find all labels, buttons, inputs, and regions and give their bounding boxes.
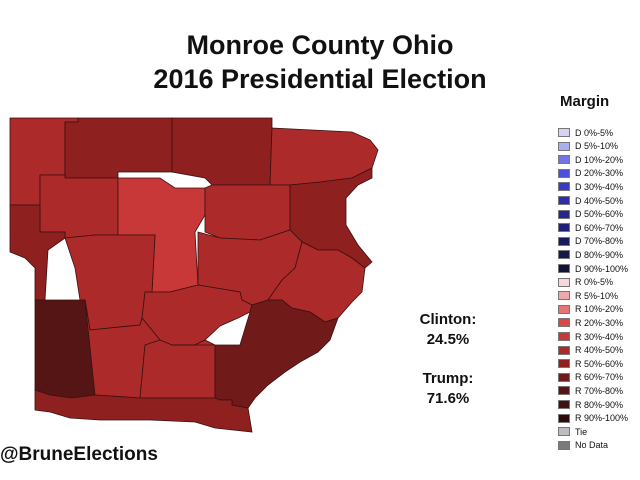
legend-swatch bbox=[558, 141, 570, 151]
township-region bbox=[141, 284, 253, 346]
township-region bbox=[139, 339, 216, 399]
clinton-label: Clinton: bbox=[419, 311, 477, 328]
legend-label: R 50%-60% bbox=[575, 358, 624, 369]
legend-item: R 80%-90% bbox=[558, 398, 623, 411]
legend-swatch bbox=[558, 223, 570, 233]
legend-label: R 40%-50% bbox=[575, 345, 624, 356]
trump-label: Trump: bbox=[422, 370, 474, 387]
legend-label: R 30%-40% bbox=[575, 331, 624, 342]
legend-item: R 40%-50% bbox=[558, 344, 623, 357]
legend-label: D 90%-100% bbox=[575, 263, 629, 274]
legend-item: D 5%-10% bbox=[558, 140, 618, 153]
trump-percent: 71.6% bbox=[426, 390, 470, 407]
legend-label: Tie bbox=[575, 426, 588, 437]
legend-label: R 20%-30% bbox=[575, 317, 624, 328]
legend-item: R 50%-60% bbox=[558, 357, 623, 370]
township-region bbox=[204, 184, 291, 241]
legend-item: R 0%-5% bbox=[558, 276, 613, 289]
legend-swatch bbox=[558, 168, 570, 178]
map-title-line-1: Monroe County Ohio bbox=[186, 30, 454, 60]
legend-item: R 90%-100% bbox=[558, 412, 628, 425]
legend-swatch bbox=[558, 277, 570, 287]
legend-item: D 50%-60% bbox=[558, 208, 623, 221]
legend-label: D 80%-90% bbox=[575, 249, 624, 260]
legend-swatch bbox=[558, 400, 570, 409]
legend-swatch bbox=[558, 128, 570, 137]
legend-item: D 80%-90% bbox=[558, 248, 623, 261]
legend-swatch bbox=[558, 155, 570, 165]
township-region bbox=[34, 299, 96, 399]
legend-label: D 40%-50% bbox=[575, 195, 624, 206]
legend-label: No Data bbox=[575, 440, 609, 451]
legend-item: Tie bbox=[558, 425, 587, 438]
legend-item: No Data bbox=[558, 439, 608, 452]
legend-label: D 20%-30% bbox=[575, 168, 624, 179]
legend-label: R 0%-5% bbox=[575, 277, 614, 288]
legend-title: Margin bbox=[560, 93, 610, 110]
legend-item: D 0%-5% bbox=[558, 126, 613, 139]
legend-label: D 50%-60% bbox=[575, 209, 624, 220]
township-region bbox=[34, 389, 253, 433]
legend-item: D 90%-100% bbox=[558, 262, 628, 275]
legend-label: R 10%-20% bbox=[575, 304, 624, 315]
legend-item: R 20%-30% bbox=[558, 316, 623, 329]
legend-swatch bbox=[558, 359, 570, 369]
map-title-line-2: 2016 Presidential Election bbox=[153, 64, 487, 94]
township-region bbox=[171, 117, 273, 186]
legend-swatch bbox=[558, 318, 570, 328]
township-region bbox=[9, 204, 66, 301]
legend-label: D 60%-70% bbox=[575, 222, 624, 233]
legend-swatch bbox=[558, 209, 570, 219]
clinton-percent: 24.5% bbox=[426, 331, 470, 348]
legend-label: D 30%-40% bbox=[575, 181, 624, 192]
legend-label: D 10%-20% bbox=[575, 154, 624, 165]
legend-swatch bbox=[558, 196, 570, 205]
legend-item: R 70%-80% bbox=[558, 384, 623, 397]
legend-label: D 0%-5% bbox=[575, 127, 614, 138]
legend-label: R 60%-70% bbox=[575, 372, 624, 383]
legend-item: R 60%-70% bbox=[558, 371, 623, 384]
legend-item: D 20%-30% bbox=[558, 167, 623, 180]
legend-label: R 80%-90% bbox=[575, 399, 624, 410]
legend-swatch bbox=[558, 413, 570, 423]
legend-swatch bbox=[558, 291, 570, 301]
legend-item: D 70%-80% bbox=[558, 235, 623, 248]
legend-label: D 70%-80% bbox=[575, 236, 624, 247]
legend-label: D 5%-10% bbox=[575, 141, 619, 152]
legend-swatch bbox=[558, 264, 570, 273]
legend-item: R 5%-10% bbox=[558, 289, 618, 302]
legend-item: D 60%-70% bbox=[558, 221, 623, 234]
legend-label: R 5%-10% bbox=[575, 290, 619, 301]
credit-handle: @BruneElections bbox=[0, 444, 158, 465]
legend-swatch bbox=[558, 386, 570, 396]
legend-swatch bbox=[558, 182, 570, 192]
legend-swatch bbox=[558, 372, 570, 382]
legend-swatch bbox=[558, 250, 570, 260]
legend-swatch bbox=[558, 304, 570, 314]
legend-swatch bbox=[558, 440, 570, 450]
township-region bbox=[64, 117, 173, 179]
legend-swatch bbox=[558, 332, 570, 341]
township-region bbox=[39, 174, 119, 239]
legend-item: D 30%-40% bbox=[558, 180, 623, 193]
legend-label: R 90%-100% bbox=[575, 413, 629, 424]
legend-swatch bbox=[558, 427, 570, 437]
legend-swatch bbox=[558, 236, 570, 246]
legend-item: D 40%-50% bbox=[558, 194, 623, 207]
legend-swatch bbox=[558, 345, 570, 355]
legend-item: D 10%-20% bbox=[558, 153, 623, 166]
legend-item: R 30%-40% bbox=[558, 330, 623, 343]
legend-item: R 10%-20% bbox=[558, 303, 623, 316]
legend-label: R 70%-80% bbox=[575, 385, 624, 396]
